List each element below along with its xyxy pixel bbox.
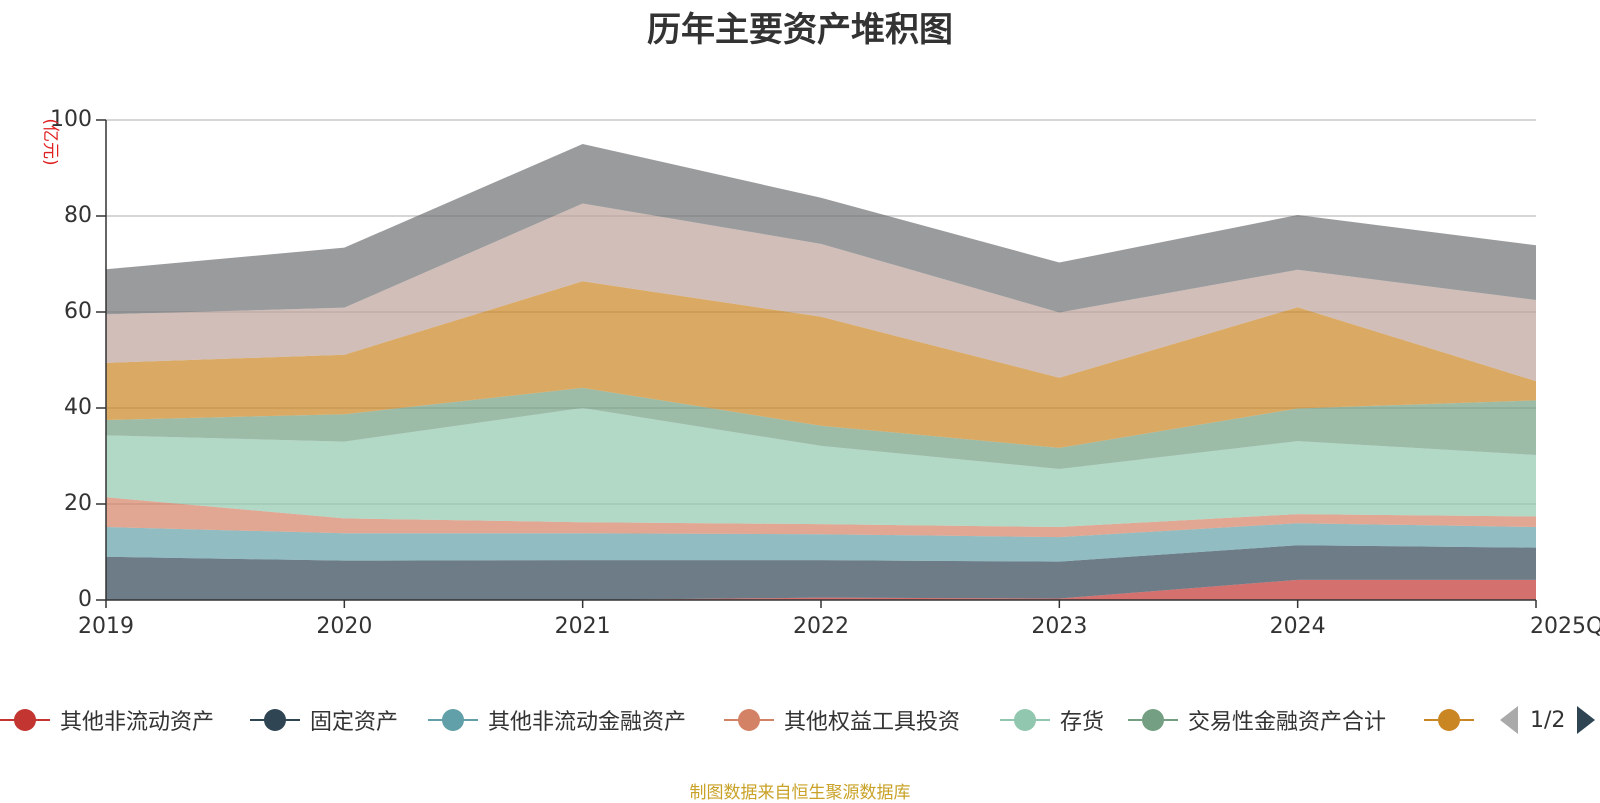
- y-tick-label: 100: [50, 107, 92, 132]
- axis-layer: 0 20 40 60 80 100 2019 2020 2021 2022 2023 2024 2025…: [50, 107, 1600, 639]
- pager-prev-icon[interactable]: [1500, 706, 1518, 734]
- area-series-6: [106, 281, 1536, 448]
- area-layer: [106, 144, 1536, 600]
- legend-marker-icon: [724, 705, 774, 735]
- legend-item[interactable]: 其他权益工具投资: [724, 700, 960, 740]
- legend-item[interactable]: 其他非流动资产: [0, 700, 214, 740]
- legend-item[interactable]: 交易性金融资产合计: [1128, 700, 1386, 740]
- legend-item[interactable]: 其他非流动金融资产: [428, 700, 686, 740]
- legend: 其他非流动资产 固定资产 其他非流动金融资产 其他权益工具投资 存货 交易性金融资产合计: [0, 700, 1600, 740]
- legend-label: 固定资产: [310, 710, 399, 735]
- y-tick-label: 40: [64, 395, 92, 420]
- y-axis-unit-label: (亿元): [40, 118, 60, 165]
- pager-next-icon[interactable]: [1577, 706, 1596, 734]
- legend-item[interactable]: 固定资产: [250, 700, 398, 740]
- area-series-1: [106, 545, 1536, 600]
- legend-label: 存货: [1060, 710, 1105, 735]
- area-series-3: [106, 497, 1536, 538]
- legend-label: 其他非流动资产: [60, 710, 215, 735]
- legend-marker-icon: [1000, 705, 1050, 735]
- x-tick-label: 2022: [793, 614, 849, 639]
- area-series-5: [106, 387, 1536, 469]
- x-tick-label: 2019: [78, 614, 134, 639]
- x-tick-label: 2020: [316, 614, 372, 639]
- legend-marker-icon: [1128, 705, 1178, 735]
- legend-pager: 1/2: [1500, 700, 1596, 740]
- area-series-2: [106, 523, 1536, 562]
- legend-label: 交易性金融资产合计: [1188, 710, 1387, 735]
- area-series-8: [106, 144, 1536, 315]
- legend-item[interactable]: [1424, 700, 1484, 740]
- pager-text: 1/2: [1530, 707, 1566, 733]
- area-series-0: [106, 579, 1536, 600]
- legend-label: 其他权益工具投资: [784, 710, 961, 735]
- y-tick-label: 80: [64, 203, 92, 228]
- area-series-7: [106, 203, 1536, 382]
- legend-marker-icon: [0, 705, 50, 735]
- y-tick-label: 0: [78, 587, 92, 612]
- chart-title: 历年主要资产堆积图: [647, 10, 953, 50]
- legend-marker-icon: [428, 705, 478, 735]
- x-tick-label: 2023: [1031, 614, 1087, 639]
- x-tick-label: 2021: [555, 614, 611, 639]
- legend-item[interactable]: 存货: [1000, 700, 1104, 740]
- y-tick-label: 20: [64, 491, 92, 516]
- legend-marker-icon: [250, 705, 300, 735]
- y-tick-label: 60: [64, 299, 92, 324]
- area-series-4: [106, 408, 1536, 528]
- legend-label: 其他非流动金融资产: [488, 710, 687, 735]
- x-tick-label: 2025Q1-Q3: [1530, 614, 1600, 639]
- legend-marker-icon: [1424, 705, 1474, 735]
- x-tick-label: 2024: [1270, 614, 1326, 639]
- source-note: 制图数据来自恒生聚源数据库: [689, 783, 911, 803]
